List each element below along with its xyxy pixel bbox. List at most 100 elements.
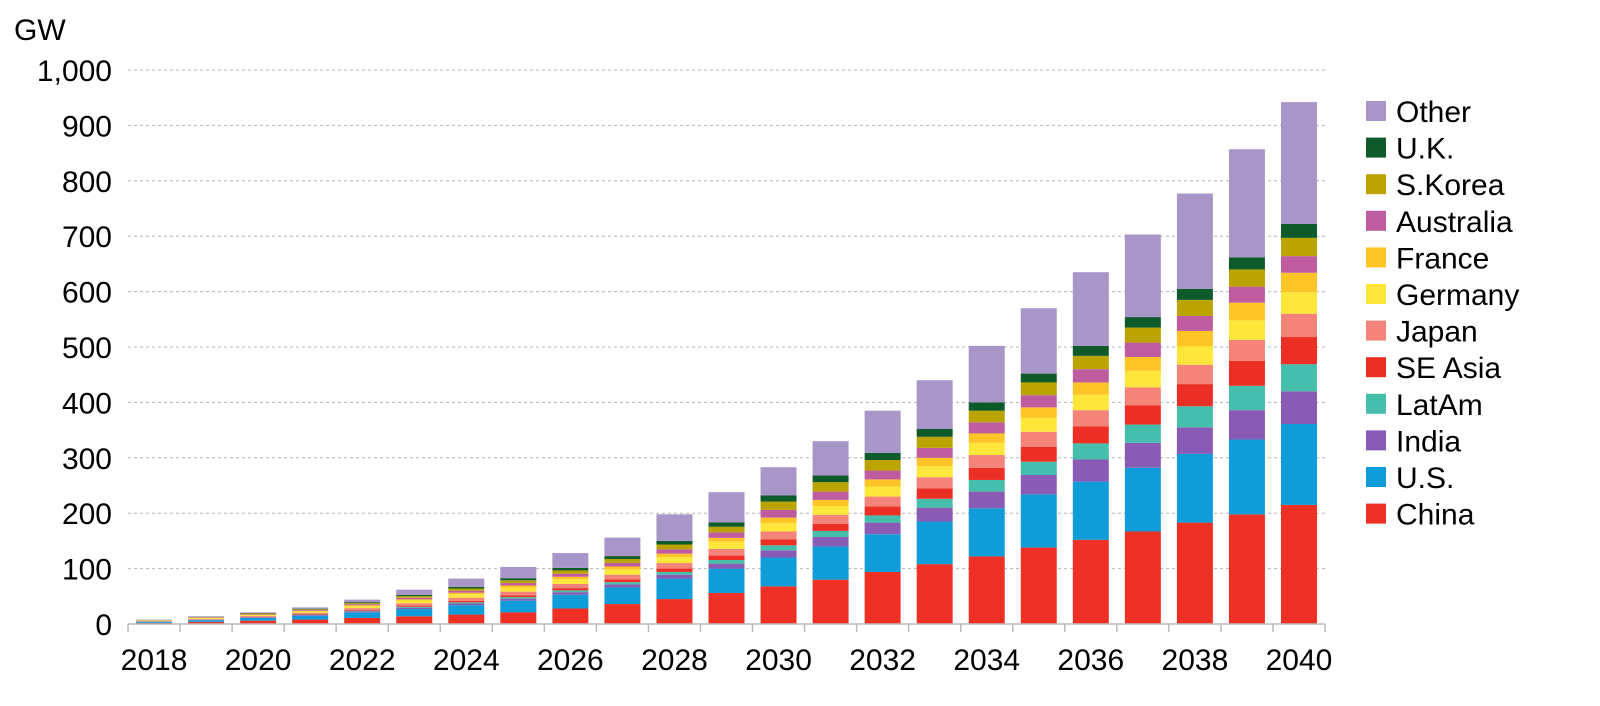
bar-segment-se-asia <box>1124 405 1161 425</box>
bar-segment-china <box>916 564 953 624</box>
bar-segment-other <box>1020 308 1057 374</box>
y-tick-label: 0 <box>95 609 112 642</box>
bar-segment-latam <box>448 602 485 604</box>
legend-swatch <box>1366 247 1386 268</box>
bar-segment-japan <box>968 455 1005 468</box>
bar-segment-u-s- <box>500 600 537 613</box>
x-tick-label: 2036 <box>1057 644 1124 677</box>
bar-segment-other <box>760 467 797 496</box>
y-tick-label: 900 <box>62 110 112 143</box>
bar-segment-latam <box>1280 364 1317 392</box>
bar-segment-u-s- <box>1072 481 1109 540</box>
bar-segment-latam <box>760 545 797 551</box>
bar-segment-japan <box>864 496 901 507</box>
legend-item: France <box>1366 242 1489 275</box>
bar-segment-australia <box>708 532 745 538</box>
bar-segment-se-asia <box>500 595 537 598</box>
bar-segment-france <box>448 592 485 595</box>
bar-segment-other <box>344 599 381 603</box>
y-axis-unit-label: GW <box>14 14 66 47</box>
bar-segment-china <box>1280 504 1317 624</box>
bar-segment-germany <box>292 611 329 613</box>
bar-segment-u-k- <box>1228 257 1265 270</box>
bar-segment-se-asia <box>448 600 485 603</box>
bar-segment-germany <box>500 587 537 592</box>
bar-segment-india <box>604 584 641 588</box>
bar-segment-latam <box>344 610 381 612</box>
bar-segment-u-k- <box>1124 317 1161 328</box>
bar-segment-other <box>1280 102 1317 225</box>
bar-segment-s-korea <box>708 526 745 533</box>
bar-segment-se-asia <box>1072 426 1109 444</box>
bar-segment-s-korea <box>968 410 1005 423</box>
bar-segment-france <box>812 499 849 506</box>
bar-segment-india <box>968 491 1005 509</box>
bar-segment-australia <box>1072 369 1109 383</box>
legend-swatch <box>1366 137 1386 158</box>
bar-segment-u-k- <box>344 602 381 604</box>
bar-segment-japan <box>604 574 641 580</box>
legend-label: India <box>1396 425 1461 458</box>
bar-segment-china <box>1124 531 1161 624</box>
bar-segment-germany <box>1228 320 1265 340</box>
bar-segment-japan <box>1176 364 1213 385</box>
bar-segment-china <box>1228 514 1265 624</box>
bar-segment-latam <box>396 606 433 608</box>
bar-segment-se-asia <box>396 605 433 607</box>
legend-label: SE Asia <box>1396 352 1501 385</box>
bar-segment-japan <box>292 612 329 615</box>
bar-segment-other <box>292 607 329 609</box>
bar-segment-china <box>760 586 797 624</box>
bar-segment-u-s- <box>136 621 173 623</box>
bar-segment-s-korea <box>396 596 433 598</box>
bar-segment-france <box>1072 382 1109 395</box>
legend-swatch <box>1366 174 1386 195</box>
bar-segment-u-k- <box>864 452 901 461</box>
bar-segment-other <box>1176 193 1213 289</box>
bar-segment-japan <box>1280 313 1317 338</box>
bar-segment-u-s- <box>1176 453 1213 523</box>
x-tick-label: 2018 <box>121 644 188 677</box>
bar-segment-india <box>396 607 433 610</box>
bar-segment-other <box>708 492 745 523</box>
bar-segment-latam <box>500 597 537 599</box>
bar-segment-india <box>292 615 329 616</box>
bar-segment-latam <box>812 530 849 538</box>
bar-segment-u-s- <box>240 617 277 621</box>
x-tick-label: 2040 <box>1266 644 1333 677</box>
bar-segment-s-korea <box>760 501 797 510</box>
legend-swatch <box>1366 210 1386 231</box>
bar-segment-china <box>500 612 537 624</box>
legend-swatch <box>1366 430 1386 451</box>
bar-segment-u-s- <box>760 557 797 587</box>
bar-segment-u-s- <box>292 615 329 620</box>
bar-segment-australia <box>864 470 901 480</box>
legend-item: Australia <box>1366 206 1513 239</box>
bar-segment-germany <box>1020 417 1057 432</box>
bar-segment-s-korea <box>1228 269 1265 287</box>
bar-segment-france <box>1280 272 1317 293</box>
bar-segment-japan <box>396 603 433 606</box>
bar-segment-japan <box>812 514 849 524</box>
bar-segment-u-k- <box>656 540 693 545</box>
bar-segment-latam <box>1020 461 1057 475</box>
bar-segment-india <box>552 592 589 595</box>
legend-swatch <box>1366 320 1386 341</box>
bar-segment-australia <box>240 614 277 615</box>
bar-segment-u-k- <box>1176 288 1213 300</box>
bar-segment-india <box>864 522 901 535</box>
legend-item: U.K. <box>1366 133 1454 166</box>
bar-segment-germany <box>396 600 433 604</box>
bar-segment-china <box>240 620 277 624</box>
bar-segment-se-asia <box>916 488 953 499</box>
legend-item: Germany <box>1366 279 1519 312</box>
bar-segment-france <box>1020 407 1057 418</box>
bar-segment-u-k- <box>1280 224 1317 238</box>
bar-segment-india <box>344 611 381 613</box>
bar-segment-other <box>396 589 433 595</box>
bar-segment-china <box>448 614 485 624</box>
bar-segment-u-k- <box>1020 373 1057 383</box>
bar-segment-china <box>968 556 1005 624</box>
bar-segment-germany <box>1280 292 1317 314</box>
